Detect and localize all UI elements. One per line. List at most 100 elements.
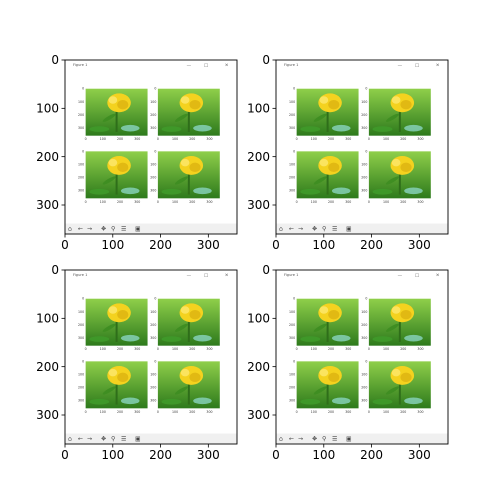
panel-1-inner-1-ytick: 200 — [78, 113, 84, 117]
panel-1-inner-4-ytick: 300 — [150, 189, 156, 193]
panel-4-inner-3-xtick: 100 — [311, 410, 317, 414]
subplot-1-ytick-label: 0 — [51, 53, 59, 67]
panel-3-inner-1-xtick: 100 — [100, 347, 106, 351]
panel-1-inner-4-stem — [187, 171, 190, 195]
panel-3-inner-4-ytick: 0 — [154, 359, 156, 363]
panel-3-inner-3-xtick: 0 — [85, 410, 87, 414]
panel-2-inner-4-leaf-left — [372, 188, 393, 195]
panel-3-inner-2-ytick: 200 — [150, 323, 156, 327]
panel-4-inner-4-ytick: 0 — [365, 359, 367, 363]
panel-3-inner-2-xtick: 200 — [189, 347, 195, 351]
panel-2-inner-1-leaf-left — [300, 126, 321, 132]
subplot-4-ytick-label: 200 — [247, 360, 270, 374]
panel-1-inner-3-ytick: 300 — [78, 189, 84, 193]
subplot-4-xtick-label: 200 — [360, 448, 383, 462]
panel-3-inner-2-leaf-left — [161, 336, 182, 342]
panel-2-window-title: Figure 1 — [284, 63, 298, 67]
panel-3-inner-1-ytick: 100 — [78, 310, 84, 314]
panel-4-inner-2-flower-shadow — [400, 309, 412, 320]
panel-1-inner-3-xtick: 0 — [85, 200, 87, 204]
panel-3-inner-2-xtick: 300 — [206, 347, 212, 351]
panel-2-inner-plot-2: 0 100 200 300 0 100 200 300 — [361, 87, 431, 141]
panel-3-toolbar — [65, 433, 237, 444]
panel-1-inner-3-xtick: 200 — [117, 200, 123, 204]
subplot-1-xtick-label: 300 — [197, 238, 220, 252]
subplot-3: Figure 1 — □ ✕ 0 100 200 300 0 100 200 300 0 100 200 30… — [36, 263, 238, 462]
panel-1-inner-4-flower-shadow — [189, 162, 201, 173]
panel-4-inner-1-flower-highlight — [319, 306, 329, 314]
panel-1-inner-1-flower-shadow — [117, 99, 129, 110]
panel-3-inner-2-ytick: 0 — [154, 297, 156, 301]
panel-1-inner-4-ytick: 200 — [150, 175, 156, 179]
panel-2-inner-2-ytick: 100 — [361, 100, 367, 104]
panel-3-inner-1-ytick: 0 — [82, 297, 84, 301]
panel-3-inner-plot-3: 0 100 200 300 0 100 200 300 — [78, 359, 148, 414]
panel-2-window-control-3: ✕ — [436, 64, 440, 69]
panel-3-inner-plot-4: 0 100 200 300 0 100 200 300 — [150, 359, 220, 414]
panel-2-inner-plot-3: 0 100 200 300 0 100 200 300 — [289, 149, 359, 204]
panel-2-inner-4-leaf-right — [404, 187, 423, 195]
panel-1-inner-1-stem — [115, 108, 118, 132]
panel-2-inner-2-flower-shadow — [400, 99, 412, 110]
panel-2-inner-3-xtick: 200 — [328, 200, 334, 204]
panel-3-inner-4-xtick: 0 — [157, 410, 159, 414]
panel-1-inner-4-xtick: 300 — [206, 200, 212, 204]
panel-3-inner-3-leaf-left — [89, 398, 110, 405]
subplot-4-image — [276, 270, 448, 444]
panel-4-inner-plot-2: 0 100 200 300 0 100 200 300 — [361, 297, 431, 351]
panel-4-inner-2-stem — [398, 318, 401, 342]
panel-2-inner-2-stem — [398, 108, 401, 132]
subplot-2-image — [276, 60, 448, 234]
panel-1-inner-3-xtick: 300 — [134, 200, 140, 204]
panel-4-inner-3-leaf-left — [300, 398, 321, 405]
panel-2-window-control-1: — — [398, 64, 403, 69]
panel-3-inner-2-stem-leaf — [174, 323, 188, 332]
subplot-3-xtick-label: 0 — [61, 448, 69, 462]
panel-1-inner-1-ytick: 300 — [78, 126, 84, 130]
panel-1-inner-plot-3: 0 100 200 300 0 100 200 300 — [78, 149, 148, 204]
panel-4-inner-1-leaf-left — [300, 336, 321, 342]
subplot-1-ytick-label: 200 — [36, 150, 59, 164]
panel-3-inner-3-ytick: 0 — [82, 359, 84, 363]
panel-1-window-control-1: — — [187, 64, 192, 69]
panel-1-inner-2-xtick: 200 — [189, 137, 195, 141]
panel-4-inner-1-ytick: 200 — [289, 323, 295, 327]
panel-4-inner-4-xtick: 200 — [400, 410, 406, 414]
panel-2-toolbar-icon-2: ← — [289, 225, 294, 232]
panel-4-inner-1-xtick: 0 — [296, 347, 298, 351]
panel-4-inner-2-leaf-left — [372, 336, 393, 342]
panel-3-toolbar-icon-6: ☰ — [121, 435, 126, 442]
panel-2-inner-2-leaf-left — [372, 126, 393, 132]
panel-4-inner-3-ytick: 100 — [289, 372, 295, 376]
panel-2-inner-3-xtick: 0 — [296, 200, 298, 204]
panel-1-toolbar-icon-6: ☰ — [121, 225, 126, 232]
panel-4-inner-3-stem-leaf — [313, 386, 327, 395]
subplot-4-xtick-label: 100 — [312, 448, 335, 462]
panel-3-toolbar-icon-1: ⌂ — [68, 435, 72, 442]
panel-1-inner-3-ytick: 100 — [78, 162, 84, 166]
panel-1-inner-3-stem-leaf — [102, 176, 116, 185]
panel-4-inner-1-leaf-right — [331, 334, 351, 342]
panel-3-window-control-1: — — [187, 274, 192, 279]
panel-3-inner-3-leaf-right — [120, 397, 140, 405]
subplot-4-ytick-label: 300 — [247, 408, 270, 422]
panel-1-inner-1-leaf-right — [120, 124, 140, 132]
panel-3-inner-3-ytick: 300 — [78, 399, 84, 403]
panel-3-inner-4-ytick: 300 — [150, 399, 156, 403]
panel-3-inner-1-stem — [115, 318, 118, 342]
panel-2-inner-1-ytick: 100 — [289, 100, 295, 104]
panel-4-inner-3-stem — [326, 381, 329, 405]
panel-1-inner-1-stem-leaf — [102, 113, 116, 122]
panel-4-inner-1-xtick: 100 — [311, 347, 317, 351]
subplot-4-xtick-label: 300 — [408, 448, 431, 462]
panel-1-inner-3-flower-highlight — [108, 158, 118, 167]
panel-1-inner-2-ytick: 200 — [150, 113, 156, 117]
panel-4-inner-2-ytick: 100 — [361, 310, 367, 314]
panel-1-inner-2-stem — [187, 108, 190, 132]
panel-4-inner-3-xtick: 0 — [296, 410, 298, 414]
panel-1-inner-2-flower-shadow — [189, 99, 201, 110]
panel-1-inner-1-leaf-left — [89, 126, 110, 132]
panel-1-inner-1-flower-highlight — [108, 96, 118, 104]
panel-3-inner-2-ytick: 100 — [150, 310, 156, 314]
panel-3-inner-4-xtick: 300 — [206, 410, 212, 414]
